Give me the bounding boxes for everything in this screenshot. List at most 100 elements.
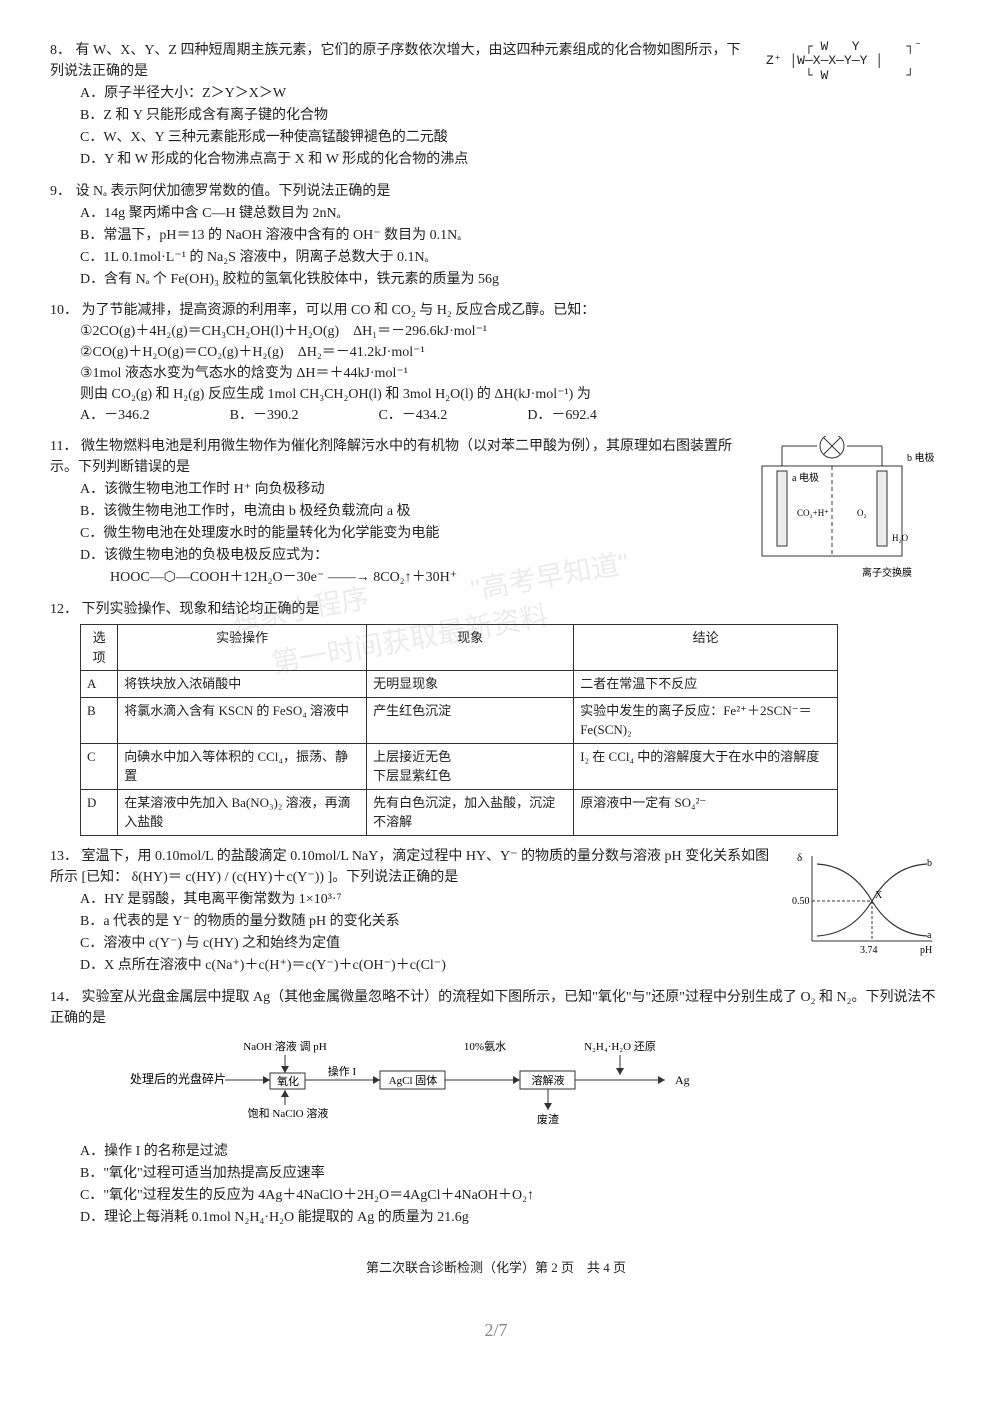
svg-text:氧化: 氧化 — [277, 1074, 299, 1088]
svg-text:b 电极: b 电极 — [907, 451, 935, 464]
equation-3: ③1mol 液态水变为气态水的焓变为 ΔH＝＋44kJ·mol⁻¹ — [80, 363, 942, 384]
options: A．原子半径大小：Z＞Y＞X＞W B．Z 和 Y 只能形成含有离子键的化合物 C… — [80, 83, 942, 170]
question-number: 8． — [50, 40, 72, 61]
question-stem: 为了节能减排，提高资源的利用率，可以用 CO 和 CO₂ 与 H₂ 反应合成乙醇… — [82, 303, 596, 318]
question-9: 9． 设 Nₐ 表示阿伏加德罗常数的值。下列说法正确的是 A．14g 聚丙烯中含… — [50, 181, 942, 290]
svg-text:0.50: 0.50 — [792, 896, 810, 907]
option-b: B．"氧化"过程可适当加热提高反应速率 — [80, 1163, 942, 1184]
page-number: 2/7 — [50, 1317, 942, 1344]
cell-phenomenon: 上层接近无色 下层显紫红色 — [367, 743, 574, 789]
compound-structure-diagram: ┌ W Y ┐⁻ Z⁺ │W—X—X—Y—Y │ └ W ┘ — [750, 40, 922, 83]
option-c: C．－434.2 — [378, 405, 447, 426]
svg-text:废渣: 废渣 — [537, 1112, 559, 1126]
cell-operation: 将铁块放入浓硝酸中 — [118, 671, 367, 698]
option-d: D．Y 和 W 形成的化合物沸点高于 X 和 W 形成的化合物的沸点 — [80, 149, 942, 170]
option-b: B．常温下，pH＝13 的 NaOH 溶液中含有的 OH⁻ 数目为 0.1Nₐ — [80, 225, 942, 246]
process-flowchart: 处理后的光盘碎片 NaOH 溶液 调 pH 氧化 饱和 NaClO 溶液 操作 … — [130, 1035, 942, 1135]
question-14: 14． 实验室从光盘金属层中提取 Ag（其他金属微量忽略不计）的流程如下图所示，… — [50, 987, 942, 1228]
question-13: δ 0.50 3.74 pH a b X 13． 室温下，用 0.10mol/L… — [50, 846, 942, 977]
svg-text:离子交换膜: 离子交换膜 — [862, 566, 912, 579]
svg-text:AgCl 固体: AgCl 固体 — [389, 1073, 438, 1087]
options: A．－346.2 B．－390.2 C．－434.2 D．－692.4 — [80, 405, 942, 426]
equation-1: ①2CO(g)＋4H₂(g)＝CH₃CH₂OH(l)＋H₂O(g) ΔH₁＝－2… — [80, 321, 942, 342]
svg-text:NaOH 溶液 调 pH: NaOH 溶液 调 pH — [243, 1039, 326, 1053]
question-12: 12． 下列实验操作、现象和结论均正确的是 第一时间获取最新资料 独家小程序 选… — [50, 599, 942, 836]
question-8: ┌ W Y ┐⁻ Z⁺ │W—X—X—Y—Y │ └ W ┘ 8． 有 W、X、… — [50, 40, 942, 171]
cell-phenomenon: 无明显现象 — [367, 671, 574, 698]
question-stem: 实验室从光盘金属层中提取 Ag（其他金属微量忽略不计）的流程如下图所示，已知"氧… — [50, 990, 935, 1026]
col-option: 选项 — [81, 625, 118, 671]
equation-2: ②CO(g)＋H₂O(g)＝CO₂(g)＋H₂(g) ΔH₂＝－41.2kJ·m… — [80, 342, 942, 363]
svg-text:a 电极: a 电极 — [792, 471, 819, 484]
question-stem: 设 Nₐ 表示阿伏加德罗常数的值。下列说法正确的是 — [76, 184, 391, 199]
table-header-row: 选项 实验操作 现象 结论 — [81, 625, 838, 671]
option-d: D．含有 Nₐ 个 Fe(OH)₃ 胶粒的氢氧化铁胶体中，铁元素的质量为 56g — [80, 269, 942, 290]
svg-text:处理后的光盘碎片: 处理后的光盘碎片 — [130, 1071, 226, 1086]
question-10: 10． 为了节能减排，提高资源的利用率，可以用 CO 和 CO₂ 与 H₂ 反应… — [50, 300, 942, 426]
svg-text:N₂H₄·H₂O 还原: N₂H₄·H₂O 还原 — [584, 1040, 656, 1053]
table-row: C 向碘水中加入等体积的 CCl₄，振荡、静置 上层接近无色 下层显紫红色 I₂… — [81, 743, 838, 789]
svg-text:O₂: O₂ — [857, 508, 867, 518]
cell-conclusion: 原溶液中一定有 SO₄²⁻ — [574, 789, 838, 835]
col-phenomenon: 现象 — [367, 625, 574, 671]
options: A．14g 聚丙烯中含 C—H 键总数目为 2nNₐ B．常温下，pH＝13 的… — [80, 203, 942, 290]
cell-operation: 在某溶液中先加入 Ba(NO₃)₂ 溶液，再滴入盐酸 — [118, 789, 367, 835]
cell-option: D — [81, 789, 118, 835]
question-11: a 电极 b 电极 CO₂+H⁺ O₂ H₂O 离子交换膜 11． 微生物燃料电… — [50, 436, 942, 589]
option-c: C．W、X、Y 三种元素能形成一种使高锰酸钾褪色的二元酸 — [80, 127, 942, 148]
experiment-table: 选项 实验操作 现象 结论 A 将铁块放入浓硝酸中 无明显现象 二者在常温下不反… — [80, 624, 838, 836]
titration-graph: δ 0.50 3.74 pH a b X — [792, 846, 942, 961]
option-b: B．Z 和 Y 只能形成含有离子键的化合物 — [80, 105, 942, 126]
question-stem: 有 W、X、Y、Z 四种短周期主族元素，它们的原子序数依次增大，由这四种元素组成… — [50, 43, 740, 79]
table-row: D 在某溶液中先加入 Ba(NO₃)₂ 溶液，再滴入盐酸 先有白色沉淀，加入盐酸… — [81, 789, 838, 835]
cell-phenomenon: 产生红色沉淀 — [367, 697, 574, 743]
cell-operation: 向碘水中加入等体积的 CCl₄，振荡、静置 — [118, 743, 367, 789]
question-number: 10． — [50, 300, 78, 321]
svg-text:饱和 NaClO 溶液: 饱和 NaClO 溶液 — [248, 1106, 329, 1120]
question-stem: 微生物燃料电池是利用微生物作为催化剂降解污水中的有机物（以对苯二甲酸为例），其原… — [50, 439, 732, 475]
svg-text:b: b — [927, 858, 932, 869]
cell-operation: 将氯水滴入含有 KSCN 的 FeSO₄ 溶液中 — [118, 697, 367, 743]
option-b: B．－390.2 — [230, 405, 299, 426]
svg-text:H₂O: H₂O — [892, 533, 909, 543]
question-stem: 下列实验操作、现象和结论均正确的是 — [82, 602, 320, 617]
option-a: A．操作 I 的名称是过滤 — [80, 1141, 942, 1162]
delta-formula: δ(HY)＝ c(HY) / (c(HY)＋c(Y⁻)) — [132, 870, 324, 885]
question-number: 14． — [50, 987, 78, 1008]
svg-text:X: X — [875, 890, 883, 901]
options: A．操作 I 的名称是过滤 B．"氧化"过程可适当加热提高反应速率 C．"氧化"… — [80, 1141, 942, 1228]
cell-option: B — [81, 697, 118, 743]
cell-option: A — [81, 671, 118, 698]
question-number: 12． — [50, 599, 78, 620]
cell-conclusion: 二者在常温下不反应 — [574, 671, 838, 698]
page-footer: 第二次联合诊断检测（化学）第 2 页 共 4 页 — [50, 1258, 942, 1278]
svg-text:溶解液: 溶解液 — [532, 1073, 565, 1087]
fuel-cell-diagram: a 电极 b 电极 CO₂+H⁺ O₂ H₂O 离子交换膜 — [742, 436, 942, 586]
col-operation: 实验操作 — [118, 625, 367, 671]
cell-conclusion: I₂ 在 CCl₄ 中的溶解度大于在水中的溶解度 — [574, 743, 838, 789]
col-conclusion: 结论 — [574, 625, 838, 671]
option-d: D．理论上每消耗 0.1mol N₂H₄·H₂O 能提取的 Ag 的质量为 21… — [80, 1207, 942, 1228]
cell-conclusion: 实验中发生的离子反应：Fe²⁺＋2SCN⁻＝Fe(SCN)₂ — [574, 697, 838, 743]
option-a: A．14g 聚丙烯中含 C—H 键总数目为 2nNₐ — [80, 203, 942, 224]
option-a: A．原子半径大小：Z＞Y＞X＞W — [80, 83, 942, 104]
table-row: B 将氯水滴入含有 KSCN 的 FeSO₄ 溶液中 产生红色沉淀 实验中发生的… — [81, 697, 838, 743]
svg-text:pH: pH — [920, 945, 932, 956]
question-number: 9． — [50, 181, 72, 202]
question-number: 13． — [50, 846, 78, 867]
svg-text:操作 I: 操作 I — [328, 1064, 357, 1078]
cell-phenomenon: 先有白色沉淀，加入盐酸，沉淀不溶解 — [367, 789, 574, 835]
option-c: C．"氧化"过程发生的反应为 4Ag＋4NaClO＋2H₂O＝4AgCl＋4Na… — [80, 1185, 942, 1206]
option-a: A．－346.2 — [80, 405, 150, 426]
option-d: D．－692.4 — [527, 405, 597, 426]
table-row: A 将铁块放入浓硝酸中 无明显现象 二者在常温下不反应 — [81, 671, 838, 698]
question-stem-2: ]。下列说法正确的是 — [328, 870, 459, 885]
svg-text:Ag: Ag — [675, 1073, 690, 1087]
svg-text:CO₂+H⁺: CO₂+H⁺ — [797, 508, 829, 518]
question-number: 11． — [50, 436, 77, 457]
question-stem-2: 则由 CO₂(g) 和 H₂(g) 反应生成 1mol CH₃CH₂OH(l) … — [80, 384, 942, 405]
svg-text:δ: δ — [797, 852, 802, 864]
cell-option: C — [81, 743, 118, 789]
svg-text:10%氨水: 10%氨水 — [464, 1040, 506, 1053]
option-c: C．1L 0.1mol·L⁻¹ 的 Na₂S 溶液中，阴离子总数大于 0.1Nₐ — [80, 247, 942, 268]
